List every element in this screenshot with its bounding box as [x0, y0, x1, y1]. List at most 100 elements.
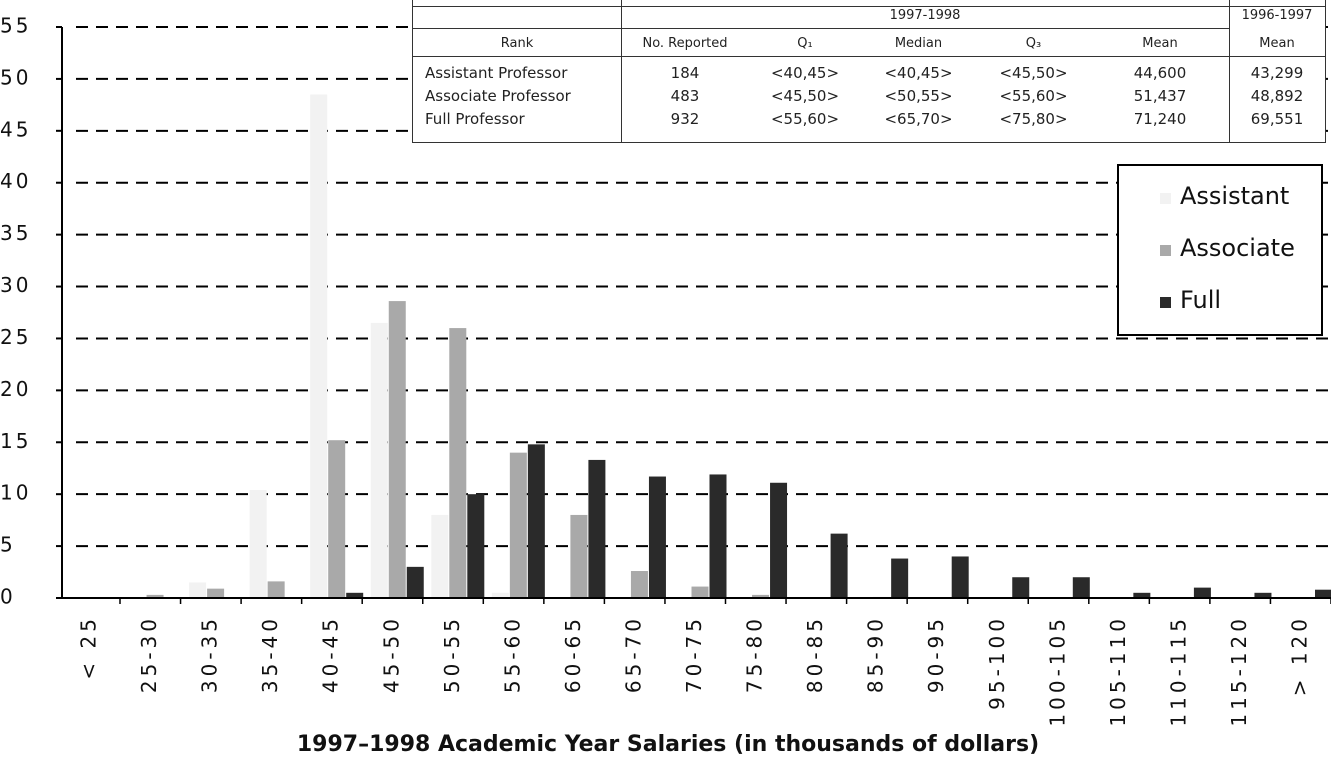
summary-table: 1997-1998 1996-1997 Rank No. Reported Q₁ Medi…	[412, 0, 1326, 143]
x-tick-label: 90-95	[924, 615, 948, 693]
bar	[691, 586, 709, 598]
bar	[588, 459, 606, 598]
bar	[207, 588, 225, 598]
legend-swatch	[1160, 193, 1171, 204]
x-tick-label: 80-85	[803, 615, 827, 693]
table-cell: 48,892	[1250, 87, 1304, 105]
x-tick-label: 35-40	[258, 615, 282, 693]
x-tick-label: 85-90	[864, 615, 888, 693]
bar	[406, 566, 424, 598]
bar	[830, 533, 848, 598]
x-tick-label: 100-105	[1045, 615, 1069, 727]
y-tick-label: 50	[0, 65, 31, 89]
x-tick-label: 65-70	[621, 615, 645, 693]
bar	[1072, 577, 1090, 598]
legend-box	[1117, 164, 1323, 336]
table-cell: <50,55>	[884, 87, 953, 105]
column-header: Q₃	[1025, 36, 1042, 51]
bar	[648, 476, 666, 598]
table-rule	[1229, 0, 1230, 142]
column-header: Mean	[1142, 36, 1178, 51]
bar	[310, 94, 328, 599]
bar	[891, 558, 909, 598]
bar	[630, 571, 648, 598]
x-tick-label: > 120	[1288, 615, 1312, 696]
bar	[267, 581, 285, 598]
table-cell: <40,45>	[770, 64, 840, 82]
bar	[951, 556, 969, 598]
column-header: Mean	[1259, 36, 1295, 51]
legend-swatch	[1160, 245, 1171, 256]
table-cell: <45,50>	[770, 87, 840, 105]
x-tick-label: 45-50	[379, 615, 403, 693]
bar	[189, 582, 207, 598]
table-cell: <75,80>	[999, 110, 1068, 128]
x-tick-label: 40-45	[319, 615, 343, 693]
x-axis-label: 1997–1998 Academic Year Salaries (in tho…	[297, 732, 1039, 757]
table-rule	[413, 6, 1325, 7]
bar	[1012, 577, 1030, 598]
y-tick-label: 5	[0, 533, 16, 557]
table-cell: Assistant Professor	[425, 64, 568, 82]
y-tick-label: 25	[0, 325, 31, 349]
bar	[467, 494, 485, 598]
table-cell: 184	[670, 64, 700, 82]
bar	[570, 514, 588, 598]
legend-label: Full	[1180, 286, 1221, 314]
bar	[328, 440, 346, 598]
table-rule	[413, 56, 1325, 57]
table-cell: 44,600	[1133, 64, 1187, 82]
legend-swatch	[1160, 297, 1171, 308]
table-cell: <45,50>	[999, 64, 1068, 82]
bar	[449, 328, 467, 598]
bar	[1133, 592, 1151, 598]
y-tick-label: 0	[0, 585, 16, 609]
x-tick-label: 75-80	[743, 615, 767, 693]
x-tick-label: < 25	[77, 615, 101, 680]
y-tick-label: 55	[0, 14, 31, 38]
bar	[527, 444, 545, 598]
y-tick-label: 15	[0, 429, 31, 453]
table-cell: <55,60>	[999, 87, 1068, 105]
x-tick-label: 50-55	[440, 615, 464, 693]
y-tick-label: 40	[0, 169, 31, 193]
table-cell: 483	[670, 87, 700, 105]
legend-label: Associate	[1180, 234, 1295, 262]
bar	[770, 482, 788, 598]
bar	[509, 452, 527, 598]
bar	[146, 594, 164, 598]
table-cell: 43,299	[1250, 64, 1304, 82]
table-rule	[621, 0, 622, 142]
x-tick-label: 95-100	[985, 615, 1009, 710]
bar	[249, 490, 267, 598]
bar	[431, 514, 449, 598]
bar	[1315, 589, 1331, 598]
x-tick-label: 55-60	[500, 615, 524, 693]
x-tick-label: 115-120	[1227, 615, 1251, 727]
column-header: No. Reported	[642, 36, 728, 51]
x-tick-label: 110-115	[1166, 615, 1190, 727]
table-cell: Associate Professor	[425, 87, 571, 105]
table-cell: Full Professor	[425, 110, 525, 128]
y-tick-label: 10	[0, 481, 31, 505]
y-tick-label: 45	[0, 117, 31, 141]
y-tick-label: 30	[0, 273, 31, 297]
table-rule	[413, 28, 621, 29]
bar	[709, 474, 727, 598]
bar	[370, 322, 388, 598]
column-header: Median	[894, 36, 943, 51]
y-tick-label: 35	[0, 221, 31, 245]
column-header: Q₁	[797, 36, 813, 51]
table-cell: <55,60>	[770, 110, 840, 128]
column-header: Rank	[500, 36, 534, 51]
group-header: 1996-1997	[1241, 8, 1313, 23]
table-rule	[621, 28, 1229, 29]
x-tick-label: 60-65	[561, 615, 585, 693]
table-cell: <40,45>	[884, 64, 953, 82]
bar	[491, 592, 509, 598]
table-cell: 51,437	[1133, 87, 1187, 105]
y-tick-label: 20	[0, 377, 31, 401]
bar	[1193, 587, 1211, 598]
bar	[346, 592, 364, 598]
